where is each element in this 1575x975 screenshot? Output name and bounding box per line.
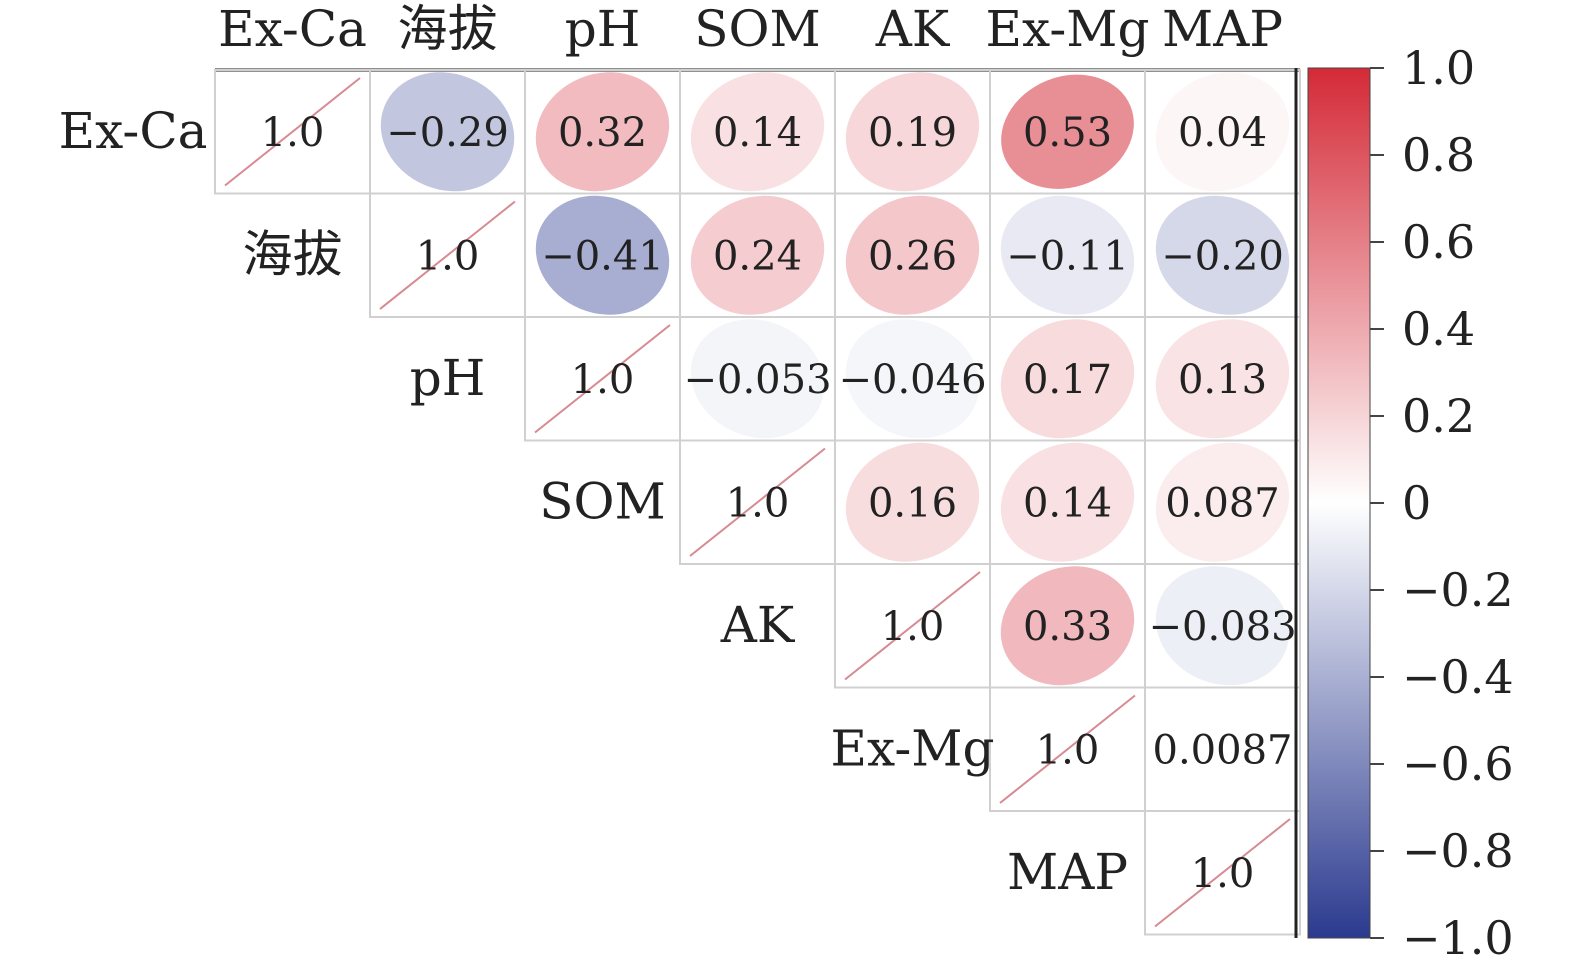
cell-value-var2-map: −0.20 [1161,233,1284,279]
cell-value-som-ak: 0.16 [868,480,957,526]
correlation-ellipse-ex-ca-ex-mg [1001,74,1134,189]
cell-value-ex-ca-ex-ca: 1.0 [261,110,325,156]
colorbar-tick-label: 0.6 [1402,215,1475,269]
diagonal-line [224,77,361,187]
correlation-ellipse-ph-ex-mg [1000,319,1135,439]
column-label-ex-mg: Ex-Mg [986,0,1150,58]
diagonal-line [844,571,981,681]
cell-value-ph-ex-mg: 0.17 [1023,357,1112,403]
diagonal-line [689,447,826,557]
colorbar-tick-label: −0.4 [1402,650,1514,704]
row-label-var2: 海拔 [243,225,343,283]
colorbar-tick-label: 0 [1402,476,1431,530]
cell-value-ak-ak: 1.0 [881,604,945,650]
cell-value-ak-ex-mg: 0.33 [1023,604,1112,650]
correlation-ellipse-ex-ca-ph [535,72,670,192]
cell-value-ph-ak: −0.046 [838,357,986,403]
variable-labels: Ex-Ca 海拔 pH SOM AK Ex-Mg MAPEx-Ca海拔pHSOMAKEx-M… [59,0,1283,901]
colorbar-tick-label: 0.8 [1402,128,1475,182]
correlation-ellipse-ex-ca-map [1155,72,1290,192]
colorbar-tick-label: 1.0 [1402,41,1475,95]
cell-value-var2-som: 0.24 [713,233,802,279]
row-label-som: SOM [539,472,665,530]
cell-value-var2-ak: 0.26 [868,233,957,279]
column-label-ak: AK [875,0,951,58]
correlation-ellipse-ph-som [690,319,825,439]
cell-value-ex-ca-map: 0.04 [1178,110,1267,156]
cell-value-ex-ca-ph: 0.32 [558,110,647,156]
column-label-som: SOM [694,0,820,58]
correlation-ellipse-som-ex-mg [1000,442,1135,562]
cell-value-var2-var2: 1.0 [416,233,480,279]
colorbar: 1.0 0.8 0.6 0.4 0.2 0 −0.2 −0.4 −0.6 −0.8 −1.0 [1294,41,1514,965]
cell-value-ex-ca-var2: −0.29 [386,110,509,156]
correlation-ellipse-ex-ca-ak [845,72,980,192]
row-label-ph: pH [410,349,486,407]
cell-value-ex-ca-ak: 0.19 [868,110,957,156]
correlation-ellipse-var2-som [690,195,825,315]
cell-value-ph-som: −0.053 [683,357,831,403]
cell-value-ph-map: 0.13 [1178,357,1267,403]
cell-value-ex-mg-map: 0.0087 [1153,727,1293,773]
row-label-ex-ca: Ex-Ca [59,102,208,160]
correlation-ellipse-ph-map [1155,319,1290,439]
colorbar-gradient [1308,68,1370,938]
correlation-ellipse-som-map [1155,442,1290,562]
correlation-ellipse-ex-ca-som [690,72,825,192]
diagonal-line [999,694,1136,804]
ellipse-marks [224,72,1291,928]
cell-value-ex-ca-som: 0.14 [713,110,802,156]
cell-value-som-map: 0.087 [1165,480,1280,526]
cell-value-ak-map: −0.083 [1148,604,1296,650]
diagonal-line [379,200,516,310]
correlation-ellipse-ak-map [1155,566,1290,686]
diagonal-line [534,324,671,434]
cell-value-ex-ca-ex-mg: 0.53 [1023,110,1112,156]
colorbar-tick-label: −0.8 [1402,824,1514,878]
column-label-ex-ca: Ex-Ca [218,0,367,58]
correlation-ellipse-ak-ex-mg [1000,566,1135,686]
cell-value-map-map: 1.0 [1191,851,1255,897]
colorbar-tick-label: 0.4 [1402,302,1475,356]
column-label-ph: pH [565,0,641,58]
correlation-ellipse-som-ak [845,442,980,562]
cell-value-var2-ex-mg: −0.11 [1006,233,1129,279]
row-label-ak: AK [720,596,796,654]
correlation-ellipse-var2-ak [845,195,980,315]
correlation-ellipse-var2-ph [535,195,670,315]
correlation-ellipse-var2-map [1155,195,1290,315]
diagonal-line [1154,818,1291,928]
cell-value-ex-mg-ex-mg: 1.0 [1036,727,1100,773]
cell-value-ph-ph: 1.0 [571,357,635,403]
cell-grid [214,68,1301,936]
cell-labels: 1.0 −0.29 0.32 0.14 0.19 0.53 0.04 1.0 −0.41 0.24… [261,110,1297,897]
cell-value-som-som: 1.0 [726,480,790,526]
correlation-ellipse-ph-ak [845,319,980,439]
colorbar-tick-label: −0.2 [1402,563,1514,617]
colorbar-tick-label: −1.0 [1402,911,1514,965]
row-label-map: MAP [1007,843,1128,901]
column-label-map: MAP [1162,0,1283,58]
cell-value-var2-ph: −0.41 [541,233,664,279]
colorbar-tick-label: 0.2 [1402,389,1475,443]
cell-value-som-ex-mg: 0.14 [1023,480,1112,526]
column-label-var2: 海拔 [398,0,498,58]
correlation-ellipse-ex-ca-var2 [380,72,515,192]
cell-border [1144,810,1301,936]
row-label-ex-mg: Ex-Mg [831,719,995,777]
correlation-ellipse-var2-ex-mg [1000,195,1135,315]
colorbar-tick-label: −0.6 [1402,737,1514,791]
